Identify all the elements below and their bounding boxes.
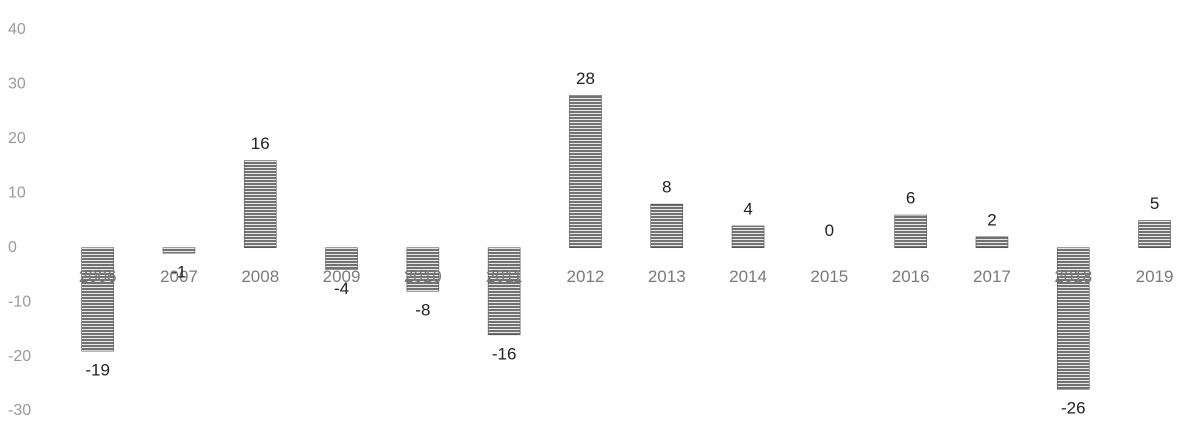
y-tick-label: 10 [8, 185, 26, 202]
value-label: 28 [576, 69, 595, 88]
bar [569, 95, 602, 249]
y-tick-label: 20 [8, 130, 26, 147]
bar [975, 236, 1009, 249]
x-tick-label: 2008 [241, 267, 279, 286]
value-label: -4 [334, 279, 349, 298]
bar [162, 247, 196, 254]
value-label: 2 [987, 210, 996, 229]
y-tick-label: -20 [8, 348, 31, 365]
value-label: 4 [743, 199, 752, 218]
value-label: 16 [251, 134, 270, 153]
x-tick-label: 2017 [973, 267, 1011, 286]
value-label: 5 [1150, 194, 1159, 213]
bar [650, 203, 684, 249]
x-tick-label: 2014 [729, 267, 767, 286]
y-tick-label: -30 [8, 402, 31, 419]
y-tick-label: -10 [8, 293, 31, 310]
value-label: 6 [906, 189, 915, 208]
value-label: -16 [492, 344, 517, 363]
y-tick-label: 40 [8, 21, 26, 38]
x-tick-label: 2012 [567, 267, 605, 286]
value-label: -19 [85, 361, 110, 380]
y-tick-label: 0 [8, 239, 17, 256]
x-tick-label: 2009 [323, 267, 361, 286]
value-label: 8 [662, 178, 671, 197]
bar [406, 247, 440, 292]
x-tick-label: 2018 [1054, 267, 1092, 286]
bar [81, 247, 114, 352]
value-label: -1 [171, 263, 186, 282]
x-tick-label: 2019 [1136, 267, 1174, 286]
bar [1138, 220, 1171, 249]
value-label: -8 [415, 301, 430, 320]
x-tick-label: 2016 [892, 267, 930, 286]
bar [1056, 247, 1090, 390]
x-tick-label: 2006 [79, 267, 117, 286]
value-label: -26 [1061, 399, 1086, 418]
x-tick-label: 2010 [404, 267, 442, 286]
bar [243, 160, 277, 249]
bar [894, 214, 927, 249]
bar [731, 225, 765, 249]
bar [325, 247, 358, 270]
value-label: 0 [825, 221, 834, 240]
bar [487, 247, 521, 336]
x-tick-label: 2011 [486, 267, 523, 286]
y-tick-label: 30 [8, 76, 26, 93]
x-tick-label: 2013 [648, 267, 686, 286]
x-tick-label: 2007 [160, 267, 198, 286]
x-tick-label: 2015 [810, 267, 848, 286]
